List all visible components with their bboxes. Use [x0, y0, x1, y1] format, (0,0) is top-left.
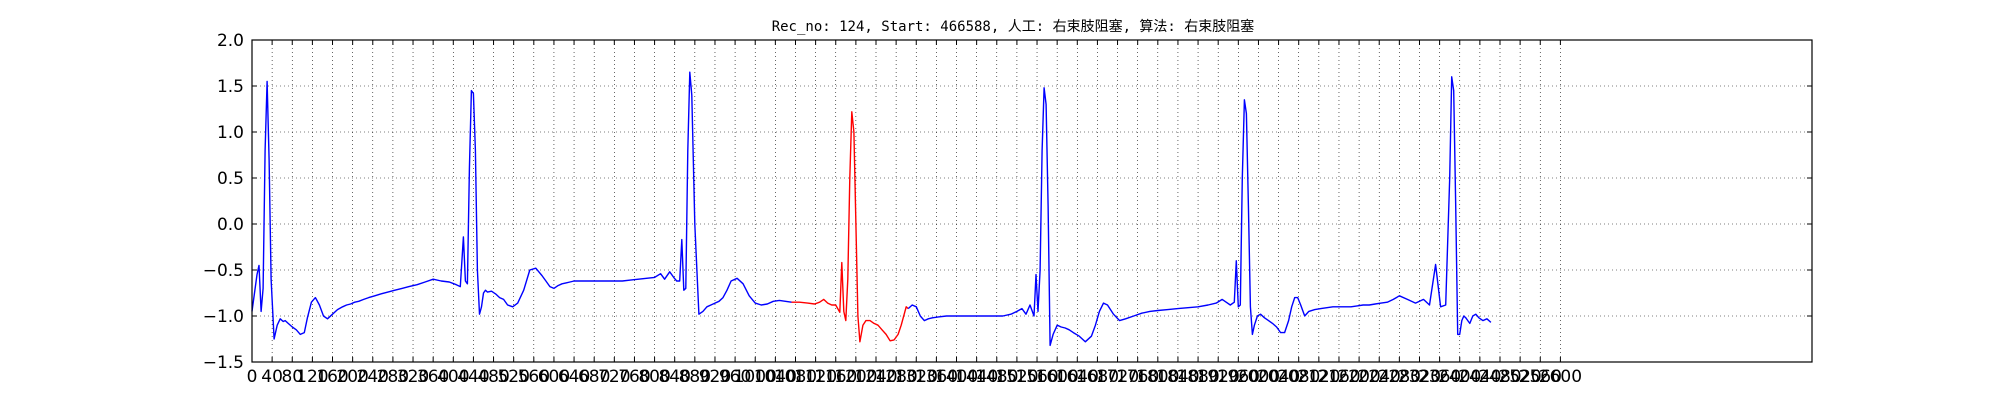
x-tick-label: 1880 — [1176, 367, 1219, 387]
x-tick-label: 1920 — [1197, 367, 1240, 387]
x-tick-label: 280 — [377, 367, 409, 387]
x-axis: 0 408012016020024028032036040044048052056… — [247, 40, 1582, 387]
x-tick-label: 440 — [457, 367, 489, 387]
x-tick-label: 1520 — [995, 367, 1038, 387]
x-tick-label: 2400 — [1438, 367, 1481, 387]
x-tick-label: 1560 — [1015, 367, 1058, 387]
x-tick-label: 560 — [518, 367, 550, 387]
y-tick-label: 1.0 — [217, 123, 244, 143]
x-tick-label: 360 — [417, 367, 449, 387]
x-tick-label: 800 — [638, 367, 670, 387]
ecg-series-line-1 — [251, 71, 792, 340]
x-tick-label: 840 — [658, 367, 690, 387]
y-tick-label: −0.5 — [203, 261, 244, 281]
x-tick-label: 80 — [281, 367, 303, 387]
grid-lines — [252, 39, 1812, 363]
x-tick-label: 320 — [397, 367, 429, 387]
x-tick-label: 1680 — [1076, 367, 1119, 387]
x-tick-label: 760 — [618, 367, 650, 387]
x-tick-label: 680 — [578, 367, 610, 387]
x-tick-label: 2120 — [1297, 367, 1340, 387]
y-tick-label: −1.0 — [203, 307, 244, 327]
x-tick-label: 600 — [538, 367, 570, 387]
x-tick-label: 1400 — [935, 367, 978, 387]
x-tick-label: 1200 — [834, 367, 877, 387]
x-tick-label: 2440 — [1458, 367, 1501, 387]
x-tick-label: 1160 — [814, 367, 857, 387]
x-tick-label: 240 — [357, 367, 389, 387]
x-tick-label: 2480 — [1478, 367, 1521, 387]
y-tick-label: 2.0 — [217, 31, 244, 51]
x-tick-label: 120 — [296, 367, 328, 387]
x-tick-label: 1760 — [1116, 367, 1159, 387]
x-tick-label: 2360 — [1418, 367, 1461, 387]
x-tick-label: 1480 — [975, 367, 1018, 387]
x-tick-label: 400 — [437, 367, 469, 387]
x-tick-label: 520 — [497, 367, 529, 387]
x-tick-label: 1280 — [874, 367, 917, 387]
x-tick-label: 720 — [598, 367, 630, 387]
x-tick-label: 1360 — [915, 367, 958, 387]
x-tick-label: 1600 — [1036, 367, 1079, 387]
x-tick-label: 2600 — [1539, 367, 1582, 387]
x-tick-label: 920 — [699, 367, 731, 387]
x-tick-label: 2040 — [1257, 367, 1300, 387]
x-tick-label: 1640 — [1056, 367, 1099, 387]
chart-title: Rec_no: 124, Start: 466588, 人工: 右束肢阻塞, 算… — [772, 18, 1255, 35]
x-tick-label: 1120 — [794, 367, 837, 387]
x-tick-label: 880 — [679, 367, 711, 387]
x-tick-label: 1320 — [895, 367, 938, 387]
x-tick-label: 160 — [316, 367, 348, 387]
x-tick-label: 2560 — [1519, 367, 1562, 387]
x-tick-label: 2200 — [1337, 367, 1380, 387]
y-tick-label: −1.5 — [203, 353, 244, 373]
x-tick-label: 1000 — [734, 367, 777, 387]
x-tick-label: 1840 — [1156, 367, 1199, 387]
x-tick-label: 2320 — [1398, 367, 1441, 387]
x-tick-label: 2080 — [1277, 367, 1320, 387]
x-tick-label: 1960 — [1217, 367, 1260, 387]
y-tick-label: 0.0 — [217, 215, 244, 235]
x-tick-label: 0 — [247, 367, 258, 387]
x-tick-label: 1720 — [1096, 367, 1139, 387]
x-tick-label: 640 — [558, 367, 590, 387]
plot-frame — [251, 39, 1813, 363]
y-tick-label: 0.5 — [217, 169, 244, 189]
y-axis: 2.0 1.5 1.0 0.5 0.0 −0.5 −1.0 −1.5 — [203, 31, 1812, 373]
ecg-series-line-3 — [907, 76, 1492, 347]
x-tick-label: 480 — [477, 367, 509, 387]
x-tick-label: 2520 — [1498, 367, 1541, 387]
y-tick-label: 1.5 — [217, 77, 244, 97]
x-tick-label: 2280 — [1378, 367, 1421, 387]
x-tick-label: 2000 — [1237, 367, 1280, 387]
x-tick-label: 1240 — [854, 367, 897, 387]
x-tick-label: 1040 — [754, 367, 797, 387]
x-tick-label: 960 — [719, 367, 751, 387]
series-lines — [251, 71, 1492, 347]
x-tick-label: 1800 — [1136, 367, 1179, 387]
x-tick-label: 1440 — [955, 367, 998, 387]
x-tick-label: 1080 — [774, 367, 817, 387]
x-tick-label: 2160 — [1317, 367, 1360, 387]
x-tick-label: 2240 — [1358, 367, 1401, 387]
x-tick-label: 200 — [336, 367, 368, 387]
ecg-series-line-2 — [791, 111, 909, 343]
x-tick-label: 40 — [261, 367, 283, 387]
